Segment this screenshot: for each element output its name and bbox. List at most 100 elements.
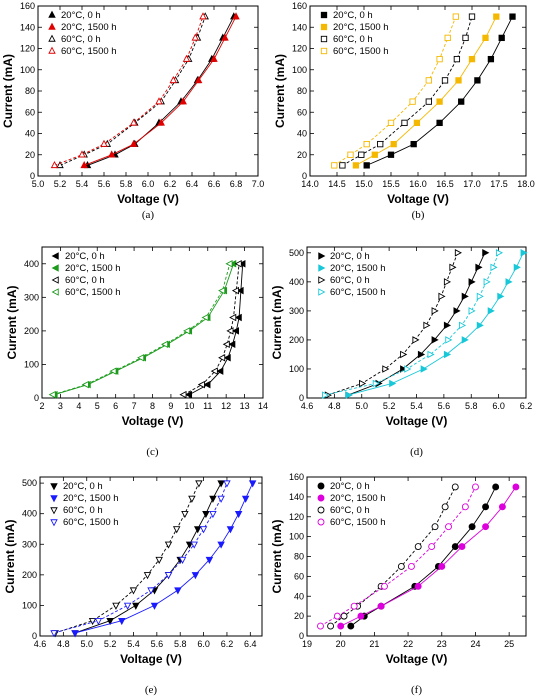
x-tick-label: 13 [240,401,250,411]
data-point [423,321,431,330]
x-tick-label: 4.8 [328,401,341,411]
data-point [377,602,385,610]
legend-label: 20°C, 0 h [330,481,370,492]
data-point [505,278,513,286]
data-point [78,150,86,158]
y-axis-title: Current (mA) [5,285,19,359]
y-tick-label: 500 [289,248,304,258]
series-4 [331,13,459,169]
y-tick-label: 500 [22,478,37,488]
data-point [458,98,465,105]
data-point [358,151,365,158]
legend-marker [48,34,56,42]
x-tick-label: 5.4 [410,401,423,411]
legend-label: 20°C, 1500 h [63,493,119,504]
legend: 20°C, 0 h20°C, 1500 h60°C, 0 h60°C, 1500… [50,481,119,528]
data-point [495,249,504,257]
y-axis-title: Current (mA) [270,519,284,593]
data-point [468,55,476,63]
data-point [109,367,117,375]
data-point [345,391,353,399]
data-point [191,33,200,41]
plot-frame [39,476,263,637]
legend-label: 20°C, 0 h [61,10,101,21]
data-point [445,336,453,344]
data-point [390,140,397,148]
data-point [112,602,120,610]
data-point [155,97,163,105]
x-tick-label: 6.6 [208,179,221,189]
x-tick-label: 5.8 [174,639,187,649]
series-line [189,263,244,395]
x-tick-label: 2 [39,401,44,411]
series-line [320,486,476,627]
y-tick-label: 0 [34,393,39,403]
data-point [143,572,152,580]
data-point [363,162,370,169]
data-point [195,480,203,488]
x-tick-label: 20 [336,639,346,649]
x-tick-label: 17.5 [490,179,508,189]
data-point [327,622,335,630]
legend-marker [320,11,328,19]
data-point [179,97,187,105]
series-2 [337,483,520,630]
data-point [209,510,217,519]
y-tick-label: 120 [20,44,35,54]
x-tick-label: 6.8 [230,179,243,189]
data-point [431,336,439,344]
data-point [404,365,412,373]
series-1 [363,13,516,169]
data-point [333,612,341,620]
legend-label: 60°C, 1500 h [61,46,117,57]
x-axis-title: Voltage (V) [117,192,179,206]
x-tick-label: 5.0 [355,401,368,411]
panel-a: 5.0 5.2 5.4 5.6 5.8 6.0 6.2 6.4 6.6 6.8 7.0 0 20 40 60… [1,1,264,221]
x-tick-label: 3 [58,401,63,411]
data-point [414,543,422,551]
data-point [218,286,226,295]
x-tick-label: 6 [113,401,118,411]
y-tick-label: 160 [20,1,35,11]
legend-marker [318,288,326,296]
data-point [210,367,218,375]
data-point [387,119,395,127]
y-tick-label: 200 [22,570,37,580]
series-3 [179,260,242,399]
data-point [414,582,422,590]
legend-label: 60°C, 0 h [63,505,103,516]
data-point [453,55,461,63]
data-point [436,55,443,63]
data-point [179,390,187,399]
data-point [452,13,459,20]
data-point [461,503,469,511]
y-tick-label: 0 [32,631,37,641]
data-point [190,541,198,549]
data-point [468,278,476,286]
data-point [438,562,446,570]
y-tick-label: 100 [20,65,35,75]
panel-caption: (d) [410,446,423,458]
data-point [482,34,489,42]
data-point [513,263,521,272]
x-tick-label: 4.8 [57,639,70,649]
series-4 [48,260,233,399]
data-point [217,495,225,503]
panel-e: 4.6 4.8 5.0 5.2 5.4 5.6 5.8 6.0 6.2 6.4 0 100 200 300… [3,476,263,696]
y-tick-label: 40 [297,129,307,139]
data-point [181,510,189,519]
series-line [366,16,513,166]
data-point [454,249,462,257]
data-point [420,365,428,373]
x-tick-label: 8 [150,401,155,411]
x-tick-label: 16.0 [409,179,427,189]
data-point [410,140,417,148]
data-point [248,480,257,488]
x-tick-label: 19 [302,639,312,649]
legend-marker [50,507,58,515]
legend-marker [48,22,56,30]
x-tick-label: 5.4 [76,179,89,189]
data-point [400,350,408,359]
data-point [218,353,226,362]
data-point [443,278,452,286]
